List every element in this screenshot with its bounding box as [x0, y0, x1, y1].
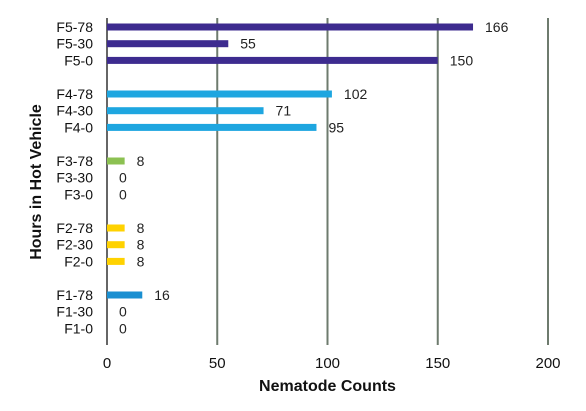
bar-f5-0	[107, 56, 438, 64]
bar-f4-30	[107, 107, 264, 115]
value-label: 0	[119, 170, 127, 186]
y-axis-title: Hours in Hot Vehicle	[28, 104, 45, 260]
x-tick-labels: 0 50 100 150 200	[103, 355, 561, 372]
value-label: 95	[328, 119, 344, 135]
bar-f2-78	[107, 224, 125, 232]
value-label: 0	[119, 186, 127, 202]
value-label: 55	[240, 36, 256, 52]
value-label: 150	[450, 52, 474, 68]
bars	[107, 23, 474, 299]
bar-f5-78	[107, 23, 474, 31]
x-tick-label: 0	[103, 355, 111, 372]
x-tick-label: 200	[535, 355, 560, 372]
x-axis-title: Nematode Counts	[259, 378, 396, 395]
category-label: F2-30	[56, 237, 93, 253]
category-label: F5-78	[56, 19, 93, 35]
value-label: 8	[137, 220, 145, 236]
bar-f2-30	[107, 241, 125, 249]
category-label: F1-30	[56, 304, 93, 320]
category-label: F3-0	[64, 186, 93, 202]
category-label: F1-78	[56, 287, 93, 303]
category-label: F5-0	[64, 52, 93, 68]
category-label: F4-0	[64, 119, 93, 135]
bar-f4-0	[107, 123, 317, 131]
category-label: F2-0	[64, 253, 93, 269]
category-label: F4-30	[56, 103, 93, 119]
category-label: F3-30	[56, 170, 93, 186]
bar-f4-78	[107, 90, 332, 98]
value-label: 0	[119, 304, 127, 320]
x-tick-label: 150	[425, 355, 450, 372]
x-tick-label: 100	[315, 355, 340, 372]
value-label: 16	[154, 287, 170, 303]
grid-lines	[106, 18, 549, 345]
category-label: F3-78	[56, 153, 93, 169]
value-label: 102	[344, 86, 368, 102]
value-label: 166	[485, 19, 509, 35]
category-label: F1-0	[64, 320, 93, 336]
category-label: F2-78	[56, 220, 93, 236]
category-label: F5-30	[56, 36, 93, 52]
bar-f3-78	[107, 157, 125, 165]
category-label: F4-78	[56, 86, 93, 102]
bar-f5-30	[107, 40, 229, 48]
x-tick-label: 50	[209, 355, 226, 372]
value-label: 8	[137, 237, 145, 253]
bar-f1-78	[107, 291, 143, 299]
value-label: 0	[119, 320, 127, 336]
value-label: 8	[137, 153, 145, 169]
bar-f2-0	[107, 257, 125, 265]
value-label: 71	[276, 103, 292, 119]
value-label: 8	[137, 253, 145, 269]
